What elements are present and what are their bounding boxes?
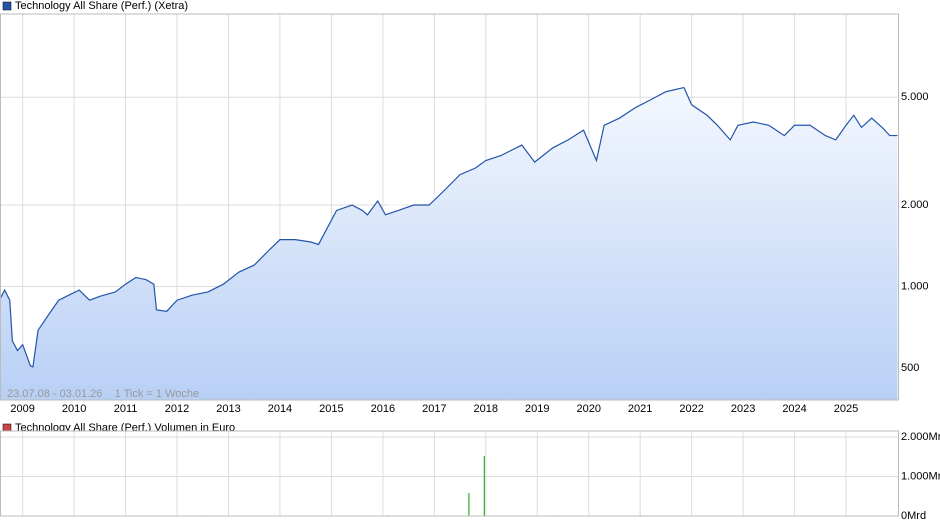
x-tick-label: 2012 xyxy=(165,403,189,415)
x-tick-label: 2016 xyxy=(371,403,395,415)
plot-area xyxy=(0,430,899,517)
x-tick-label: 2023 xyxy=(731,403,755,415)
bar xyxy=(483,455,485,516)
legend-swatch xyxy=(2,1,12,11)
x-tick-label: 2018 xyxy=(474,403,498,415)
x-tick-label: 2014 xyxy=(268,403,292,415)
area xyxy=(0,87,898,401)
x-tick-label: 2013 xyxy=(216,403,240,415)
y-tick-label: 1.000Mrd xyxy=(901,470,940,482)
annotation: 23.07.08 - 03.01.26 1 Tick = 1 Woche xyxy=(7,388,199,400)
y-tick-label: 2.000 xyxy=(901,199,929,211)
bar xyxy=(468,493,470,516)
x-tick-label: 2020 xyxy=(576,403,600,415)
y-tick-label: 500 xyxy=(901,362,919,374)
plot-border xyxy=(0,430,899,517)
legend-label: Technology All Share (Perf.) (Xetra) xyxy=(15,0,188,12)
x-tick-label: 2024 xyxy=(782,403,806,415)
x-tick-label: 2015 xyxy=(319,403,343,415)
y-tick-label: 5.000 xyxy=(901,91,929,103)
x-tick-label: 2011 xyxy=(114,403,138,415)
y-tick-label: 1.000 xyxy=(901,280,929,292)
x-tick-label: 2022 xyxy=(679,403,703,415)
x-tick-label: 2025 xyxy=(834,403,858,415)
x-tick-label: 2021 xyxy=(628,403,652,415)
y-tick-label: 0Mrd xyxy=(901,510,926,522)
x-tick-label: 2017 xyxy=(422,403,446,415)
plot-border xyxy=(0,13,899,401)
line xyxy=(0,86,898,368)
x-tick-label: 2010 xyxy=(62,403,86,415)
y-tick-label: 2.000Mrd xyxy=(901,431,940,443)
x-tick-label: 2019 xyxy=(525,403,549,415)
x-tick-label: 2009 xyxy=(10,403,34,415)
